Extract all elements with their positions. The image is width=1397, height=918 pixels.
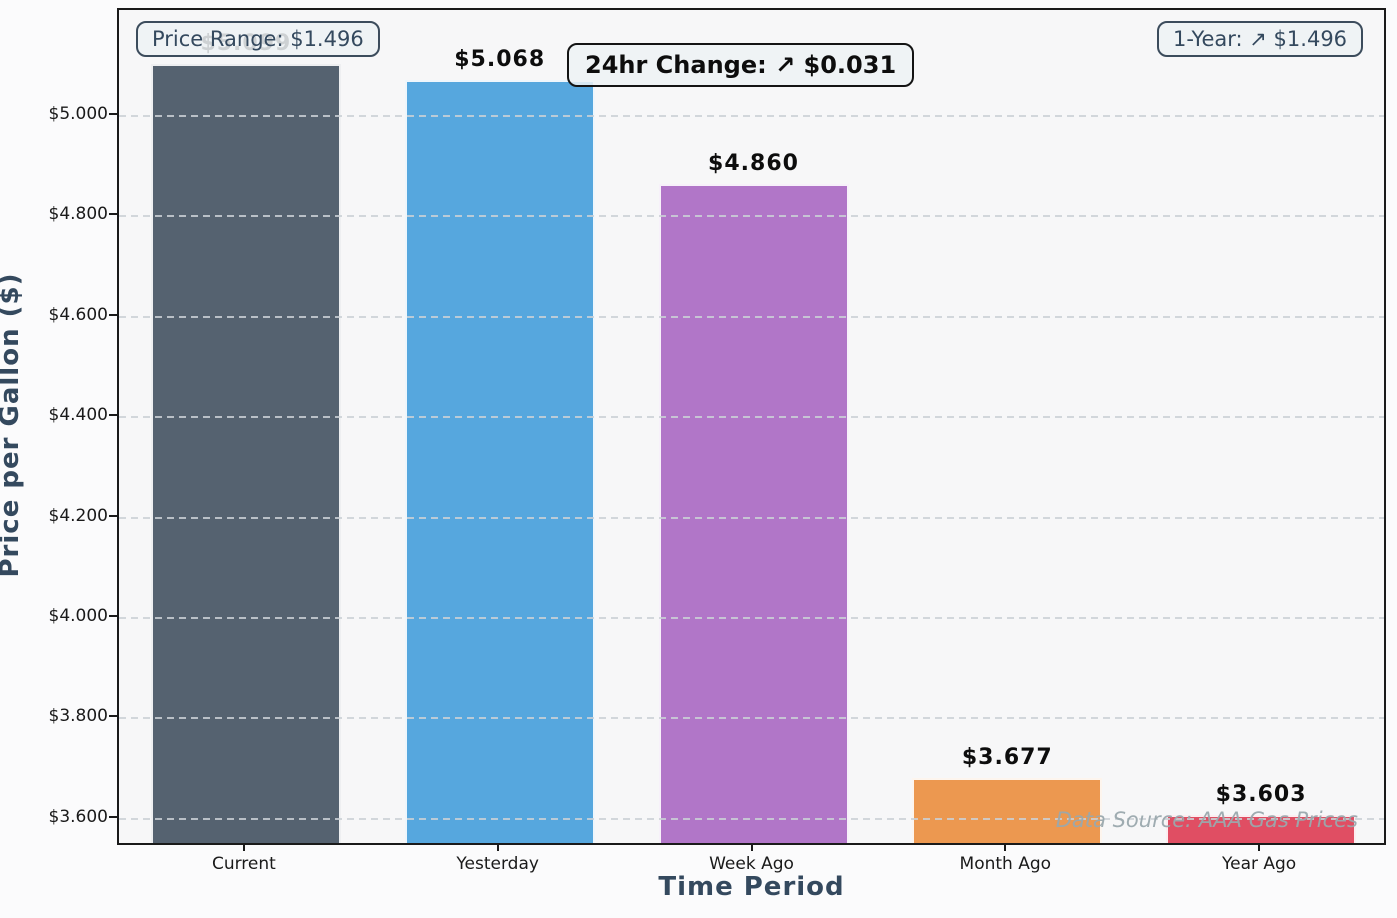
y-tick-label: $3.600 bbox=[48, 806, 108, 827]
x-tick-mark bbox=[1004, 845, 1007, 851]
gridline bbox=[119, 114, 1384, 117]
y-tick-mark bbox=[109, 815, 117, 818]
bar-week-ago bbox=[658, 184, 849, 843]
x-tick-mark bbox=[242, 845, 245, 851]
bar-value-label: $3.603 bbox=[1215, 782, 1307, 808]
gridline bbox=[119, 215, 1384, 218]
bar-value-label: $3.677 bbox=[961, 745, 1053, 771]
gridline bbox=[119, 516, 1384, 519]
y-tick-label: $4.800 bbox=[48, 204, 108, 225]
x-tick-label: Current bbox=[211, 854, 276, 874]
y-tick-mark bbox=[109, 313, 117, 316]
x-axis-title: Time Period bbox=[658, 872, 845, 902]
gridline bbox=[119, 416, 1384, 419]
y-tick-mark bbox=[109, 514, 117, 517]
y-tick-label: $3.800 bbox=[48, 706, 108, 727]
x-tick-mark bbox=[496, 845, 499, 851]
y-tick-mark bbox=[109, 715, 117, 718]
x-tick-label: Year Ago bbox=[1221, 854, 1297, 874]
bar-current bbox=[150, 64, 341, 843]
y-tick-mark bbox=[109, 615, 117, 618]
daily-change-annotation: 24hr Change: ↗ $0.031 bbox=[567, 43, 915, 87]
gridline bbox=[119, 717, 1384, 720]
price-range-annotation: Price Range: $1.496 bbox=[136, 21, 380, 57]
x-tick-mark bbox=[1258, 845, 1261, 851]
bar-value-label: $5.068 bbox=[454, 46, 546, 72]
y-tick-mark bbox=[109, 213, 117, 216]
bar-year-ago bbox=[1166, 815, 1357, 843]
x-tick-label: Yesterday bbox=[456, 854, 539, 874]
bar-yesterday bbox=[404, 79, 595, 843]
y-tick-mark bbox=[109, 112, 117, 115]
y-tick-label: $4.400 bbox=[48, 405, 108, 426]
y-tick-label: $5.000 bbox=[48, 103, 108, 124]
gridline bbox=[119, 617, 1384, 620]
y-tick-mark bbox=[109, 414, 117, 417]
x-tick-label: Week Ago bbox=[709, 854, 794, 874]
bar-value-label: $4.860 bbox=[708, 151, 799, 177]
x-tick-label: Month Ago bbox=[959, 854, 1052, 874]
y-axis-title: Price per Gallon ($) bbox=[0, 272, 25, 578]
y-tick-label: $4.200 bbox=[48, 505, 108, 526]
gridline bbox=[119, 315, 1384, 318]
yearly-change-annotation: 1-Year: ↗ $1.496 bbox=[1157, 21, 1364, 57]
gridline bbox=[119, 817, 1384, 820]
y-tick-label: $4.600 bbox=[48, 304, 108, 325]
y-tick-label: $4.000 bbox=[48, 606, 108, 627]
bar-month-ago bbox=[912, 778, 1103, 843]
x-tick-mark bbox=[750, 845, 753, 851]
data-source-watermark: Data Source: AAA Gas Prices bbox=[1055, 808, 1358, 832]
plot-area: $5.099$5.068$4.860$3.677$3.603 Data Sour… bbox=[117, 8, 1386, 845]
